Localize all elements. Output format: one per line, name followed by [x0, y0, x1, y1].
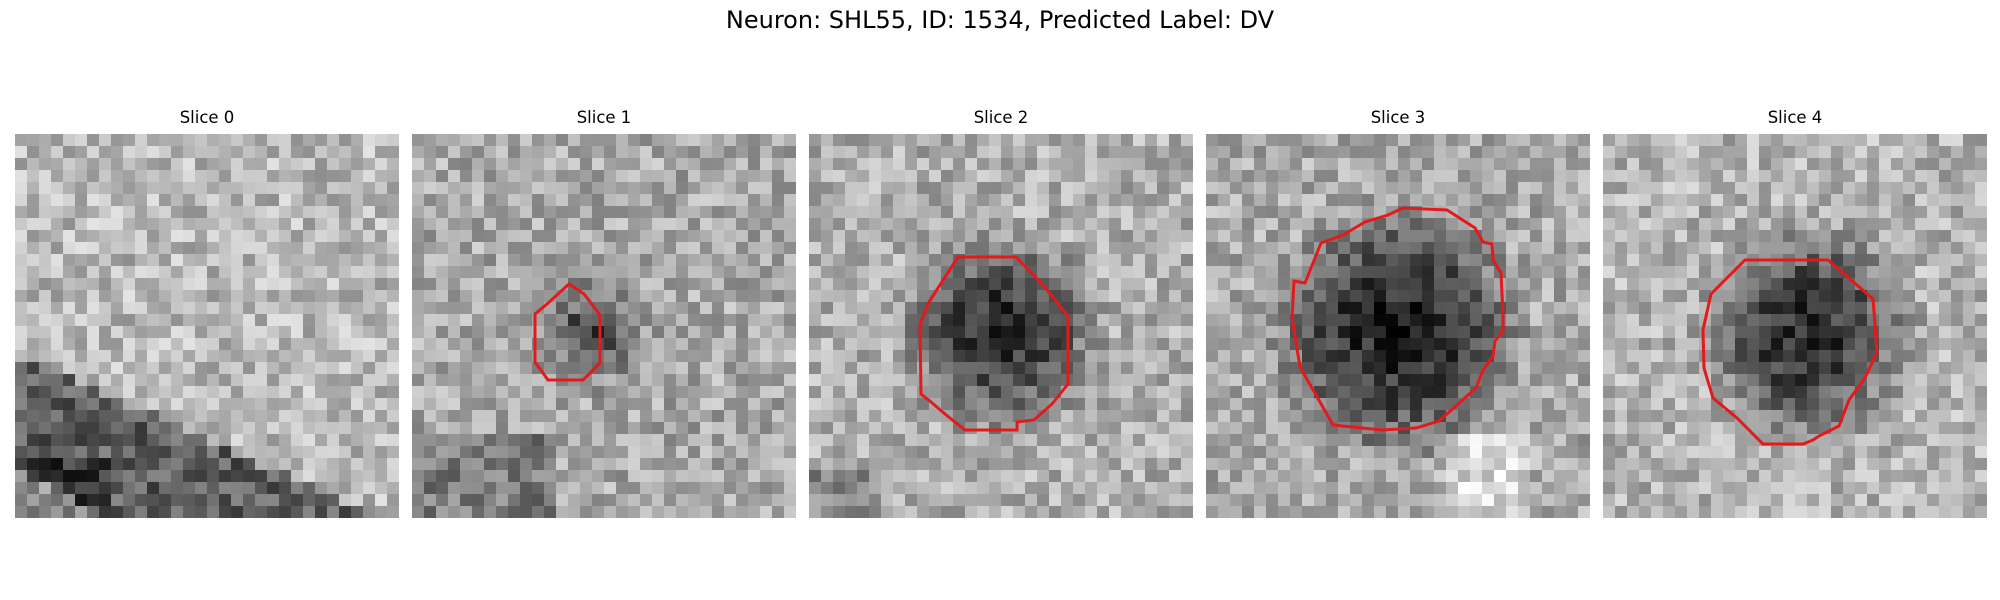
panel-title-slice-3: Slice 3	[1370, 108, 1426, 127]
panel-title-slice-2: Slice 2	[973, 108, 1029, 127]
figure-title: Neuron: SHL55, ID: 1534, Predicted Label…	[725, 6, 1275, 34]
image-slice-1	[412, 134, 796, 518]
image-slice-0	[15, 134, 399, 518]
image-slice-3	[1206, 134, 1590, 518]
panel-title-slice-4: Slice 4	[1767, 108, 1823, 127]
image-slice-2	[809, 134, 1193, 518]
image-slice-4	[1603, 134, 1987, 518]
panel-title-slice-1: Slice 1	[576, 108, 632, 127]
panel-title-slice-0: Slice 0	[179, 108, 235, 127]
